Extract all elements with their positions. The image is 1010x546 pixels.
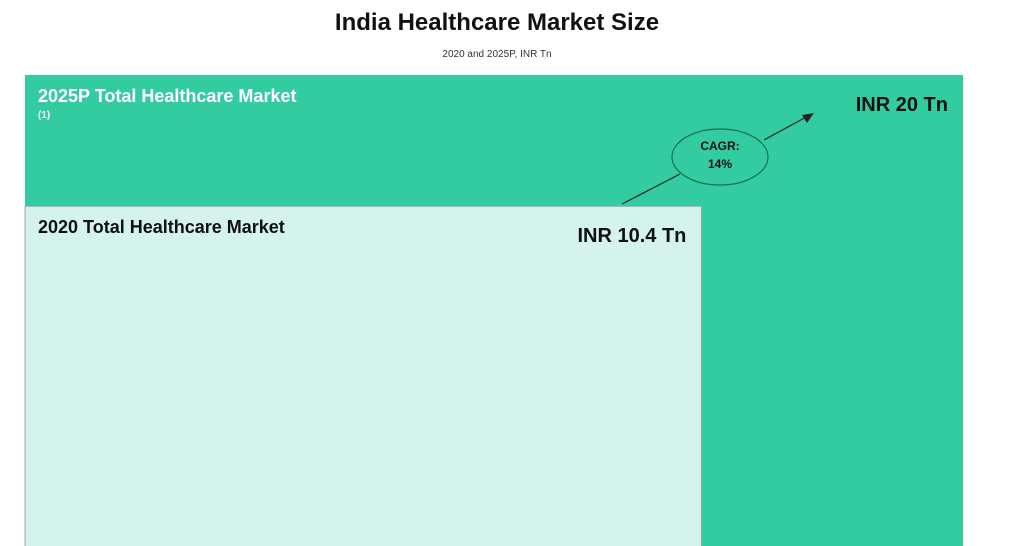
category-label: 2020 Total Healthcare Market	[38, 216, 298, 239]
value-label: INR 20 Tn	[855, 94, 948, 116]
cagr-label: CAGR:	[700, 139, 739, 153]
cagr-value: 14%	[708, 157, 732, 171]
arrow-line	[763, 115, 809, 141]
category-text: 2020 Total Healthcare Market	[38, 217, 285, 238]
cagr-bubble	[671, 128, 769, 186]
category-text: 2025P Total Healthcare Market	[38, 86, 297, 106]
chart-subtitle: 2020 and 2025P, INR Tn	[442, 49, 551, 60]
arrow-line	[621, 173, 681, 205]
area-box	[24, 205, 702, 546]
category-label: 2025P Total Healthcare Market (1)	[38, 85, 298, 130]
value-label: INR 10.4 Tn	[577, 225, 687, 248]
footnote-mark: (1)	[38, 109, 51, 121]
arrow-head	[802, 113, 814, 123]
chart-title: India Healthcare Market Size	[335, 9, 659, 36]
